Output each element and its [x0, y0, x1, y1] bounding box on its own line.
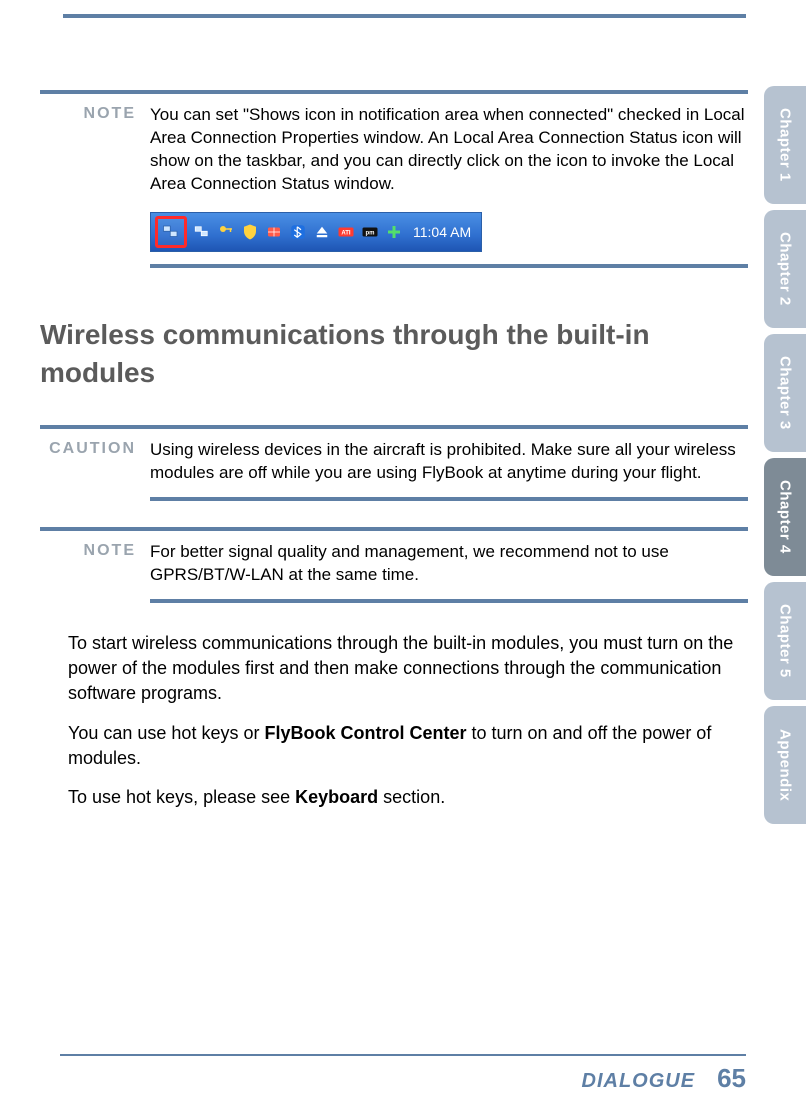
- bluetooth-icon: [289, 223, 307, 241]
- note-body: For better signal quality and management…: [150, 541, 748, 587]
- chapter-tabs: Chapter 1 Chapter 2 Chapter 3 Chapter 4 …: [764, 86, 806, 830]
- pm-icon: pm: [361, 223, 379, 241]
- tab-label: Appendix: [777, 729, 794, 801]
- tab-chapter-5[interactable]: Chapter 5: [764, 582, 806, 700]
- tab-appendix[interactable]: Appendix: [764, 706, 806, 824]
- note-rule: [150, 497, 748, 501]
- tab-chapter-3[interactable]: Chapter 3: [764, 334, 806, 452]
- taskbar-screenshot: ATI pm 11:04 AM: [150, 212, 482, 252]
- footer-rule: [60, 1054, 746, 1056]
- note-rule: [40, 425, 748, 429]
- key-icon: [217, 223, 235, 241]
- section-title: Wireless communications through the buil…: [40, 316, 748, 392]
- network-icon: [162, 223, 180, 241]
- plus-icon: [385, 223, 403, 241]
- caution-body: Using wireless devices in the aircraft i…: [150, 439, 748, 485]
- brand-logo: DIALOGUE: [582, 1070, 696, 1093]
- caution-block: CAUTION Using wireless devices in the ai…: [40, 425, 748, 501]
- tab-label: Chapter 3: [777, 356, 794, 430]
- text: You can use hot keys or: [68, 723, 264, 743]
- bold-text: FlyBook Control Center: [264, 723, 466, 743]
- svg-text:pm: pm: [366, 230, 375, 236]
- note-label: NOTE: [40, 104, 150, 196]
- bold-text: Keyboard: [295, 787, 378, 807]
- text: section.: [378, 787, 445, 807]
- taskbar-highlight: [155, 216, 187, 248]
- page-number: 65: [717, 1063, 746, 1094]
- note-rule: [40, 90, 748, 94]
- body-paragraph-2: You can use hot keys or FlyBook Control …: [68, 721, 748, 771]
- tab-label: Chapter 1: [777, 108, 794, 182]
- tab-label: Chapter 4: [777, 480, 794, 554]
- tab-chapter-4[interactable]: Chapter 4: [764, 458, 806, 576]
- tab-label: Chapter 5: [777, 604, 794, 678]
- note-label: NOTE: [40, 541, 150, 587]
- footer: DIALOGUE 65: [582, 1063, 746, 1094]
- firewall-icon: [265, 223, 283, 241]
- caution-label: CAUTION: [40, 439, 150, 485]
- note-block-1: NOTE You can set "Shows icon in notifica…: [40, 90, 748, 268]
- note-rule: [150, 599, 748, 603]
- body-paragraph-1: To start wireless communications through…: [68, 631, 748, 707]
- header-rule: [63, 14, 746, 18]
- ati-icon: ATI: [337, 223, 355, 241]
- svg-text:ATI: ATI: [341, 230, 351, 236]
- note-body: You can set "Shows icon in notification …: [150, 104, 748, 196]
- eject-icon: [313, 223, 331, 241]
- taskbar-time: 11:04 AM: [413, 224, 471, 240]
- note-block-2: NOTE For better signal quality and manag…: [40, 527, 748, 603]
- shield-icon: [241, 223, 259, 241]
- tab-chapter-2[interactable]: Chapter 2: [764, 210, 806, 328]
- text: To use hot keys, please see: [68, 787, 295, 807]
- note-rule: [150, 264, 748, 268]
- tab-label: Chapter 2: [777, 232, 794, 306]
- note-rule: [40, 527, 748, 531]
- monitors-icon: [193, 223, 211, 241]
- tab-chapter-1[interactable]: Chapter 1: [764, 86, 806, 204]
- body-paragraph-3: To use hot keys, please see Keyboard sec…: [68, 785, 748, 810]
